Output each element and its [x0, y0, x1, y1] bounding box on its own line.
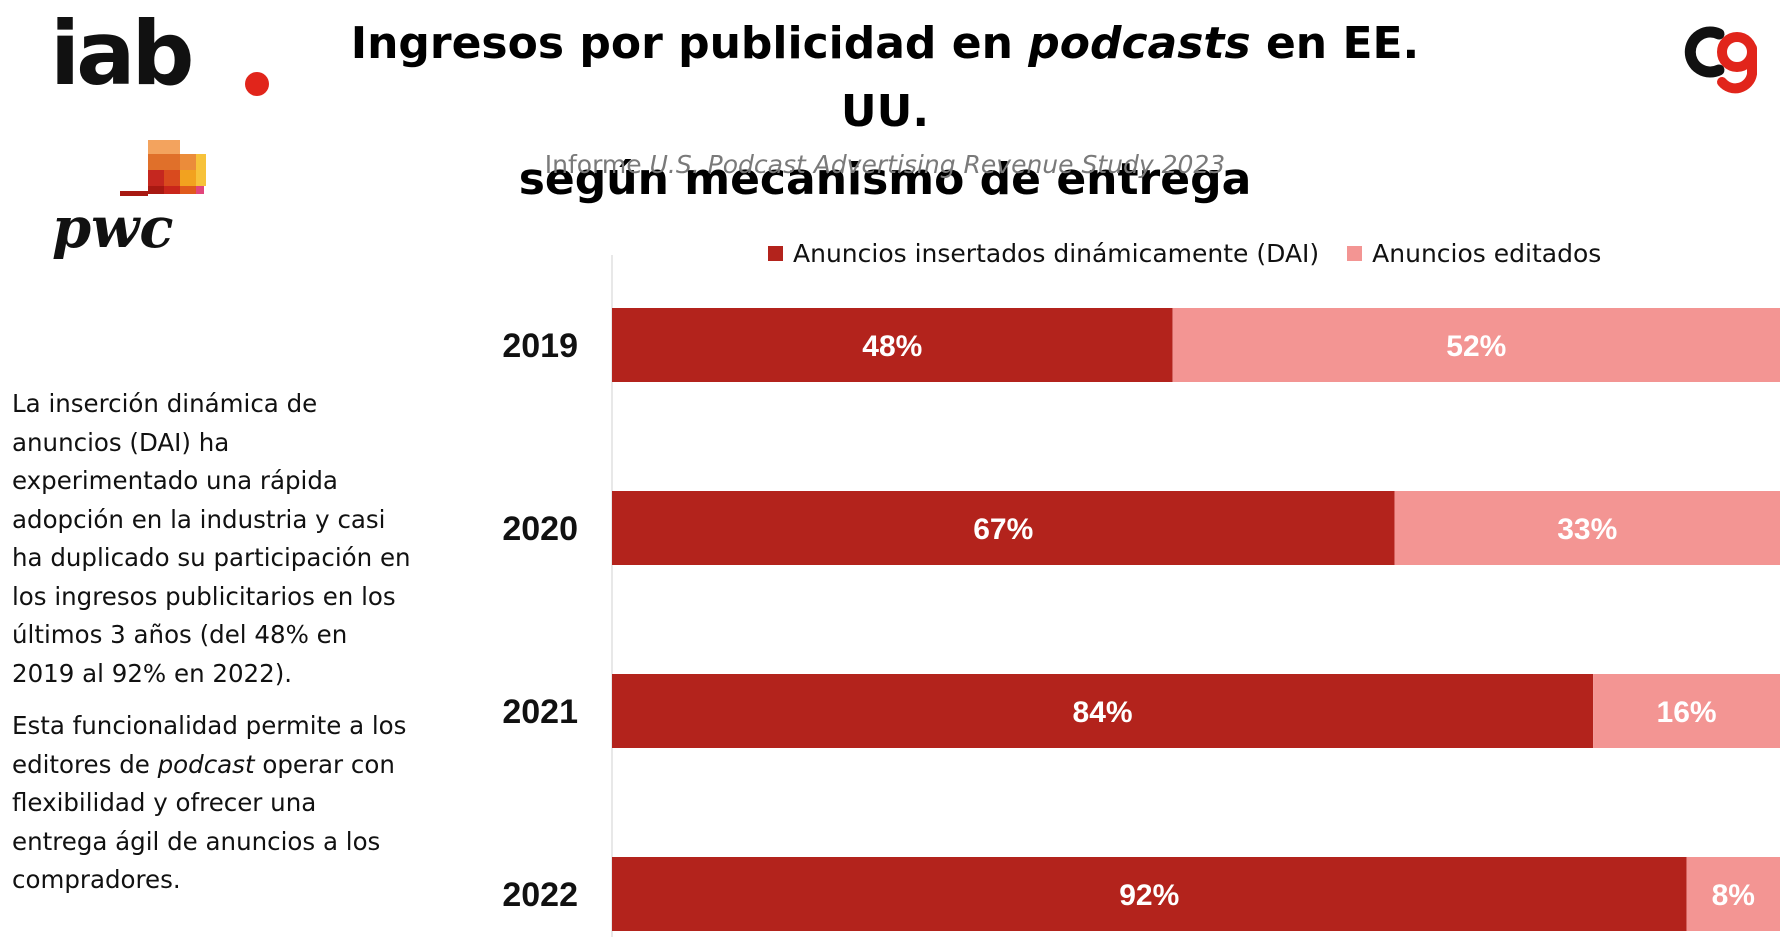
pwc-logo-mark [120, 140, 206, 196]
legend-swatch-edited [1347, 245, 1363, 261]
legend-swatch-dai [768, 245, 783, 261]
bar-2019-series-1 [1172, 308, 1780, 382]
description-paragraph-1: La inserción dinámica de anuncios (DAI) … [12, 389, 411, 688]
iab-logo-text: iab [50, 2, 195, 105]
bar-2020-series-1 [1394, 491, 1780, 565]
legend-item-edited: Anuncios editados [1347, 239, 1601, 268]
description-paragraph-2: Esta funcionalidad permite a los editore… [12, 711, 407, 894]
data-label-2021-series-0: 84% [1073, 696, 1133, 729]
iab-logo-dot [245, 72, 269, 96]
description-text: La inserción dinámica de anuncios (DAI) … [12, 385, 412, 914]
data-label-2019-series-0: 48% [862, 330, 922, 363]
legend-item-dai: Anuncios insertados dinámicamente (DAI) [768, 239, 1319, 268]
bar-2019-series-0 [612, 308, 1173, 382]
chart-title: Ingresos por publicidad en podcasts en E… [350, 18, 1420, 205]
chart-subtitle: Informe U.S. Podcast Advertising Revenue… [544, 150, 1226, 179]
bar-2022-series-1 [1686, 857, 1780, 931]
legend-label-edited: Anuncios editados [1372, 238, 1602, 268]
category-label-2019: 2019 [502, 327, 578, 365]
cg-logo [1675, 12, 1771, 102]
pwc-logo-text: pwc [52, 195, 174, 261]
pwc-logo: pwc [48, 140, 218, 270]
bar-2022-series-0 [612, 857, 1687, 931]
category-label-2021: 2021 [502, 693, 578, 731]
bar-2021-series-1 [1593, 674, 1780, 748]
data-label-2019-series-1: 52% [1446, 330, 1506, 363]
category-label-2022: 2022 [502, 876, 578, 914]
legend-label-dai: Anuncios insertados dinámicamente (DAI) [793, 238, 1320, 268]
category-label-2020: 2020 [502, 510, 578, 548]
bar-2020-series-0 [612, 491, 1395, 565]
data-label-2022-series-0: 92% [1119, 879, 1179, 912]
data-label-2020-series-1: 33% [1557, 513, 1617, 546]
data-label-2021-series-1: 16% [1657, 696, 1717, 729]
iab-logo: iab [50, 2, 269, 105]
data-label-2022-series-1: 8% [1712, 879, 1755, 912]
data-label-2020-series-0: 67% [973, 513, 1033, 546]
chart-legend: Anuncios insertados dinámicamente (DAI) … [768, 236, 1629, 270]
bar-2021-series-0 [612, 674, 1594, 748]
